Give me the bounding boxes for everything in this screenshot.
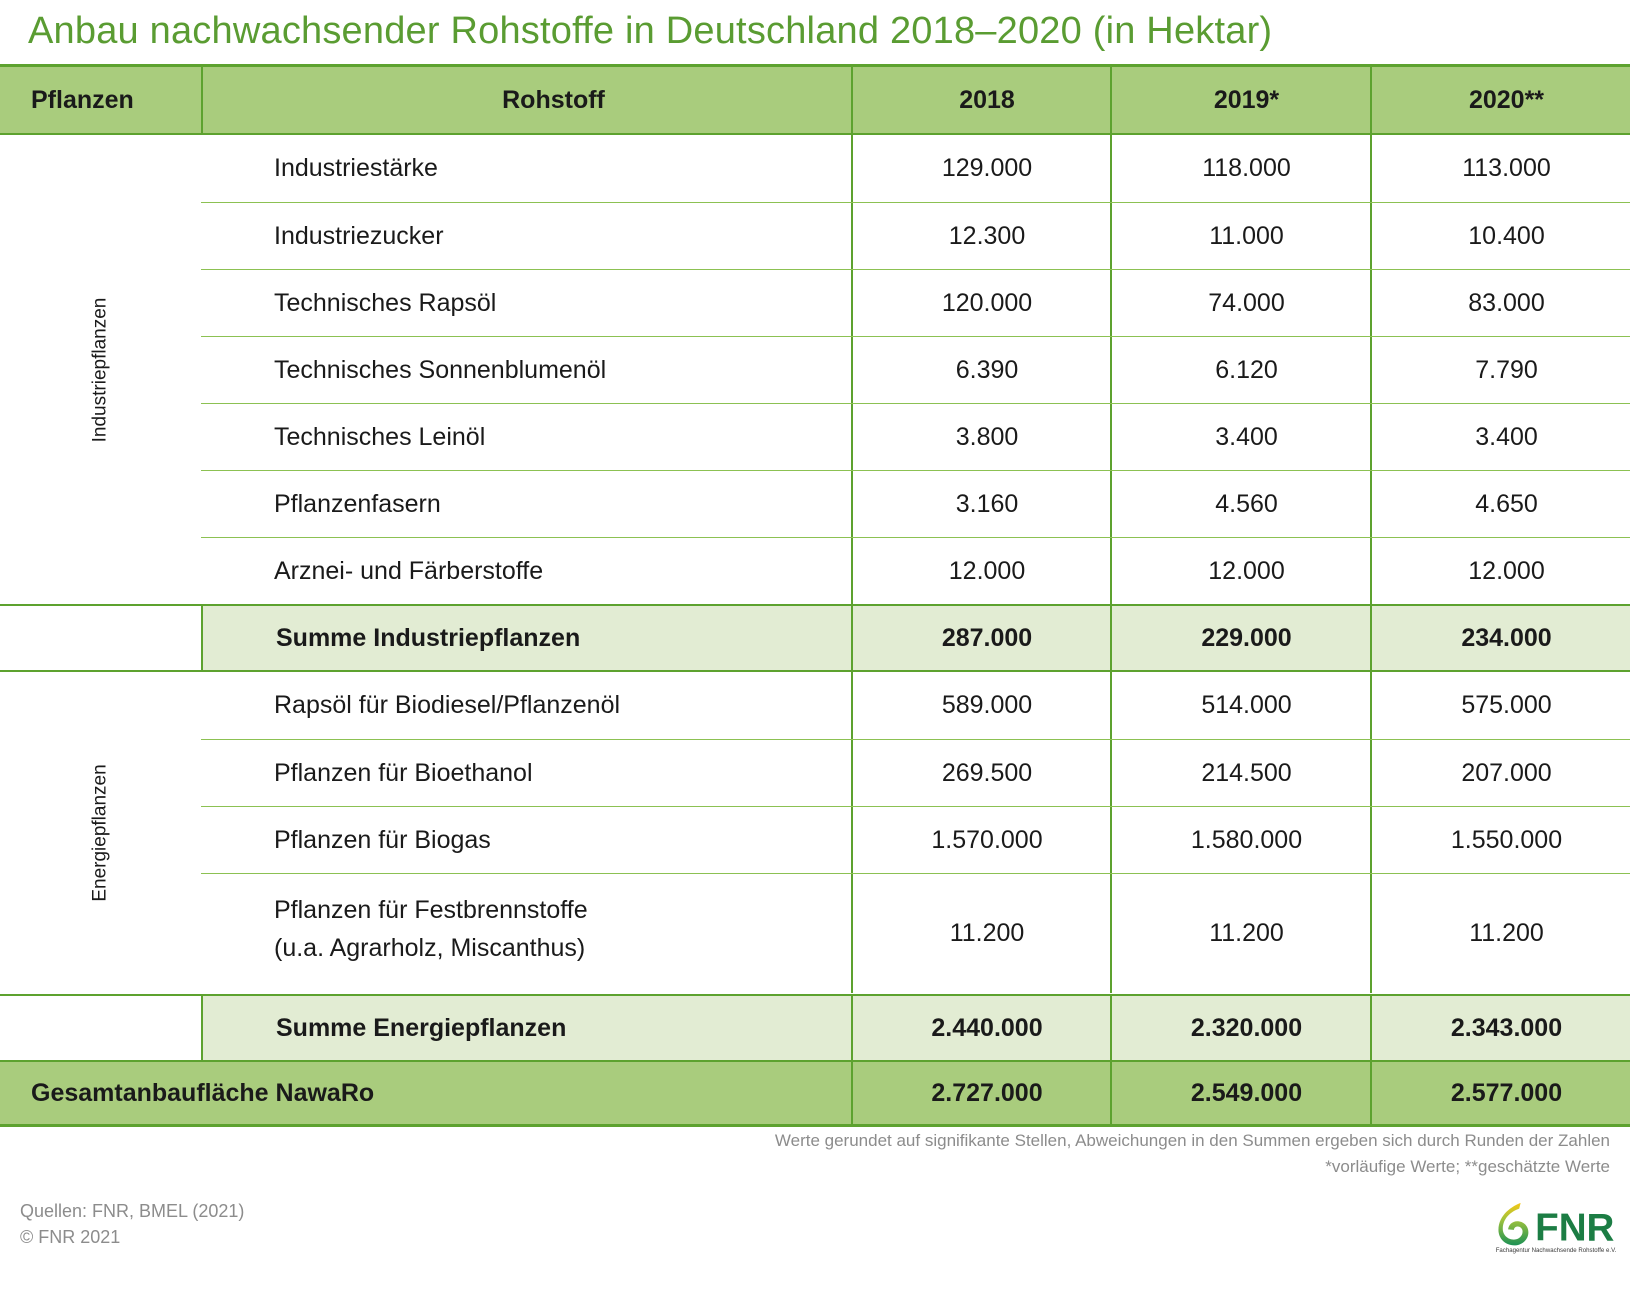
svg-text:FNR: FNR [1535, 1207, 1614, 1247]
